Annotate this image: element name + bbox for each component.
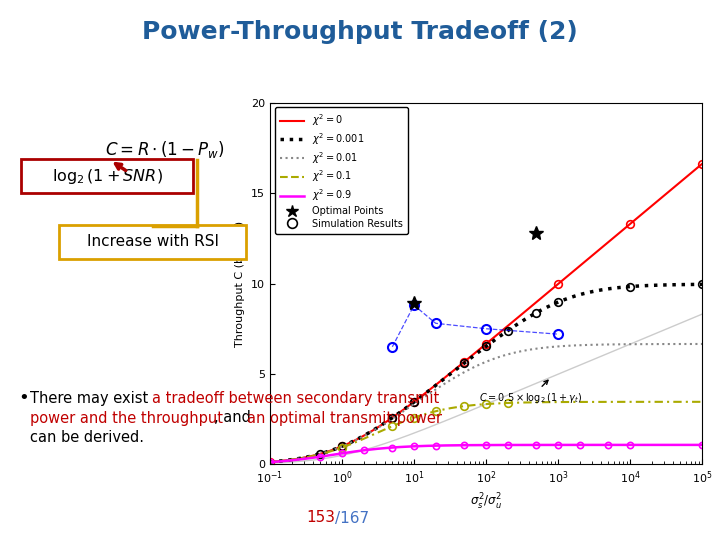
Legend: $\chi^2 = 0$, $\chi^2 = 0.001$, $\chi^2 = 0.01$, $\chi^2 = 0.1$, $\chi^2 = 0.9$,: $\chi^2 = 0$, $\chi^2 = 0.001$, $\chi^2 …	[275, 107, 408, 234]
Text: Increase with RSI: Increase with RSI	[87, 234, 219, 249]
Text: There may exist: There may exist	[30, 390, 153, 406]
Text: /167: /167	[335, 510, 369, 525]
Text: $C = R \cdot (1-P_w)$: $C = R \cdot (1-P_w)$	[105, 139, 225, 160]
Text: Power-Throughput Tradeoff (2): Power-Throughput Tradeoff (2)	[142, 20, 578, 44]
Text: 153: 153	[306, 510, 335, 525]
Y-axis label: Throughput C (bps/Hz): Throughput C (bps/Hz)	[235, 220, 246, 347]
Text: an optimal transmit power: an optimal transmit power	[247, 410, 442, 426]
Text: power and the throughput: power and the throughput	[30, 410, 223, 426]
Text: $\log_2\left(1 + SNR\right)$: $\log_2\left(1 + SNR\right)$	[52, 166, 163, 186]
Text: , and: , and	[214, 410, 256, 426]
FancyBboxPatch shape	[21, 159, 193, 193]
Text: a tradeoff between secondary transmit: a tradeoff between secondary transmit	[152, 390, 439, 406]
X-axis label: $\sigma_s^2/\sigma_u^2$: $\sigma_s^2/\sigma_u^2$	[470, 491, 502, 511]
FancyBboxPatch shape	[59, 225, 246, 259]
Text: $C = 0.5\times \log_2(1+\gamma_t)$: $C = 0.5\times \log_2(1+\gamma_t)$	[479, 380, 582, 405]
Text: can be derived.: can be derived.	[30, 430, 144, 445]
Text: •: •	[18, 389, 29, 407]
